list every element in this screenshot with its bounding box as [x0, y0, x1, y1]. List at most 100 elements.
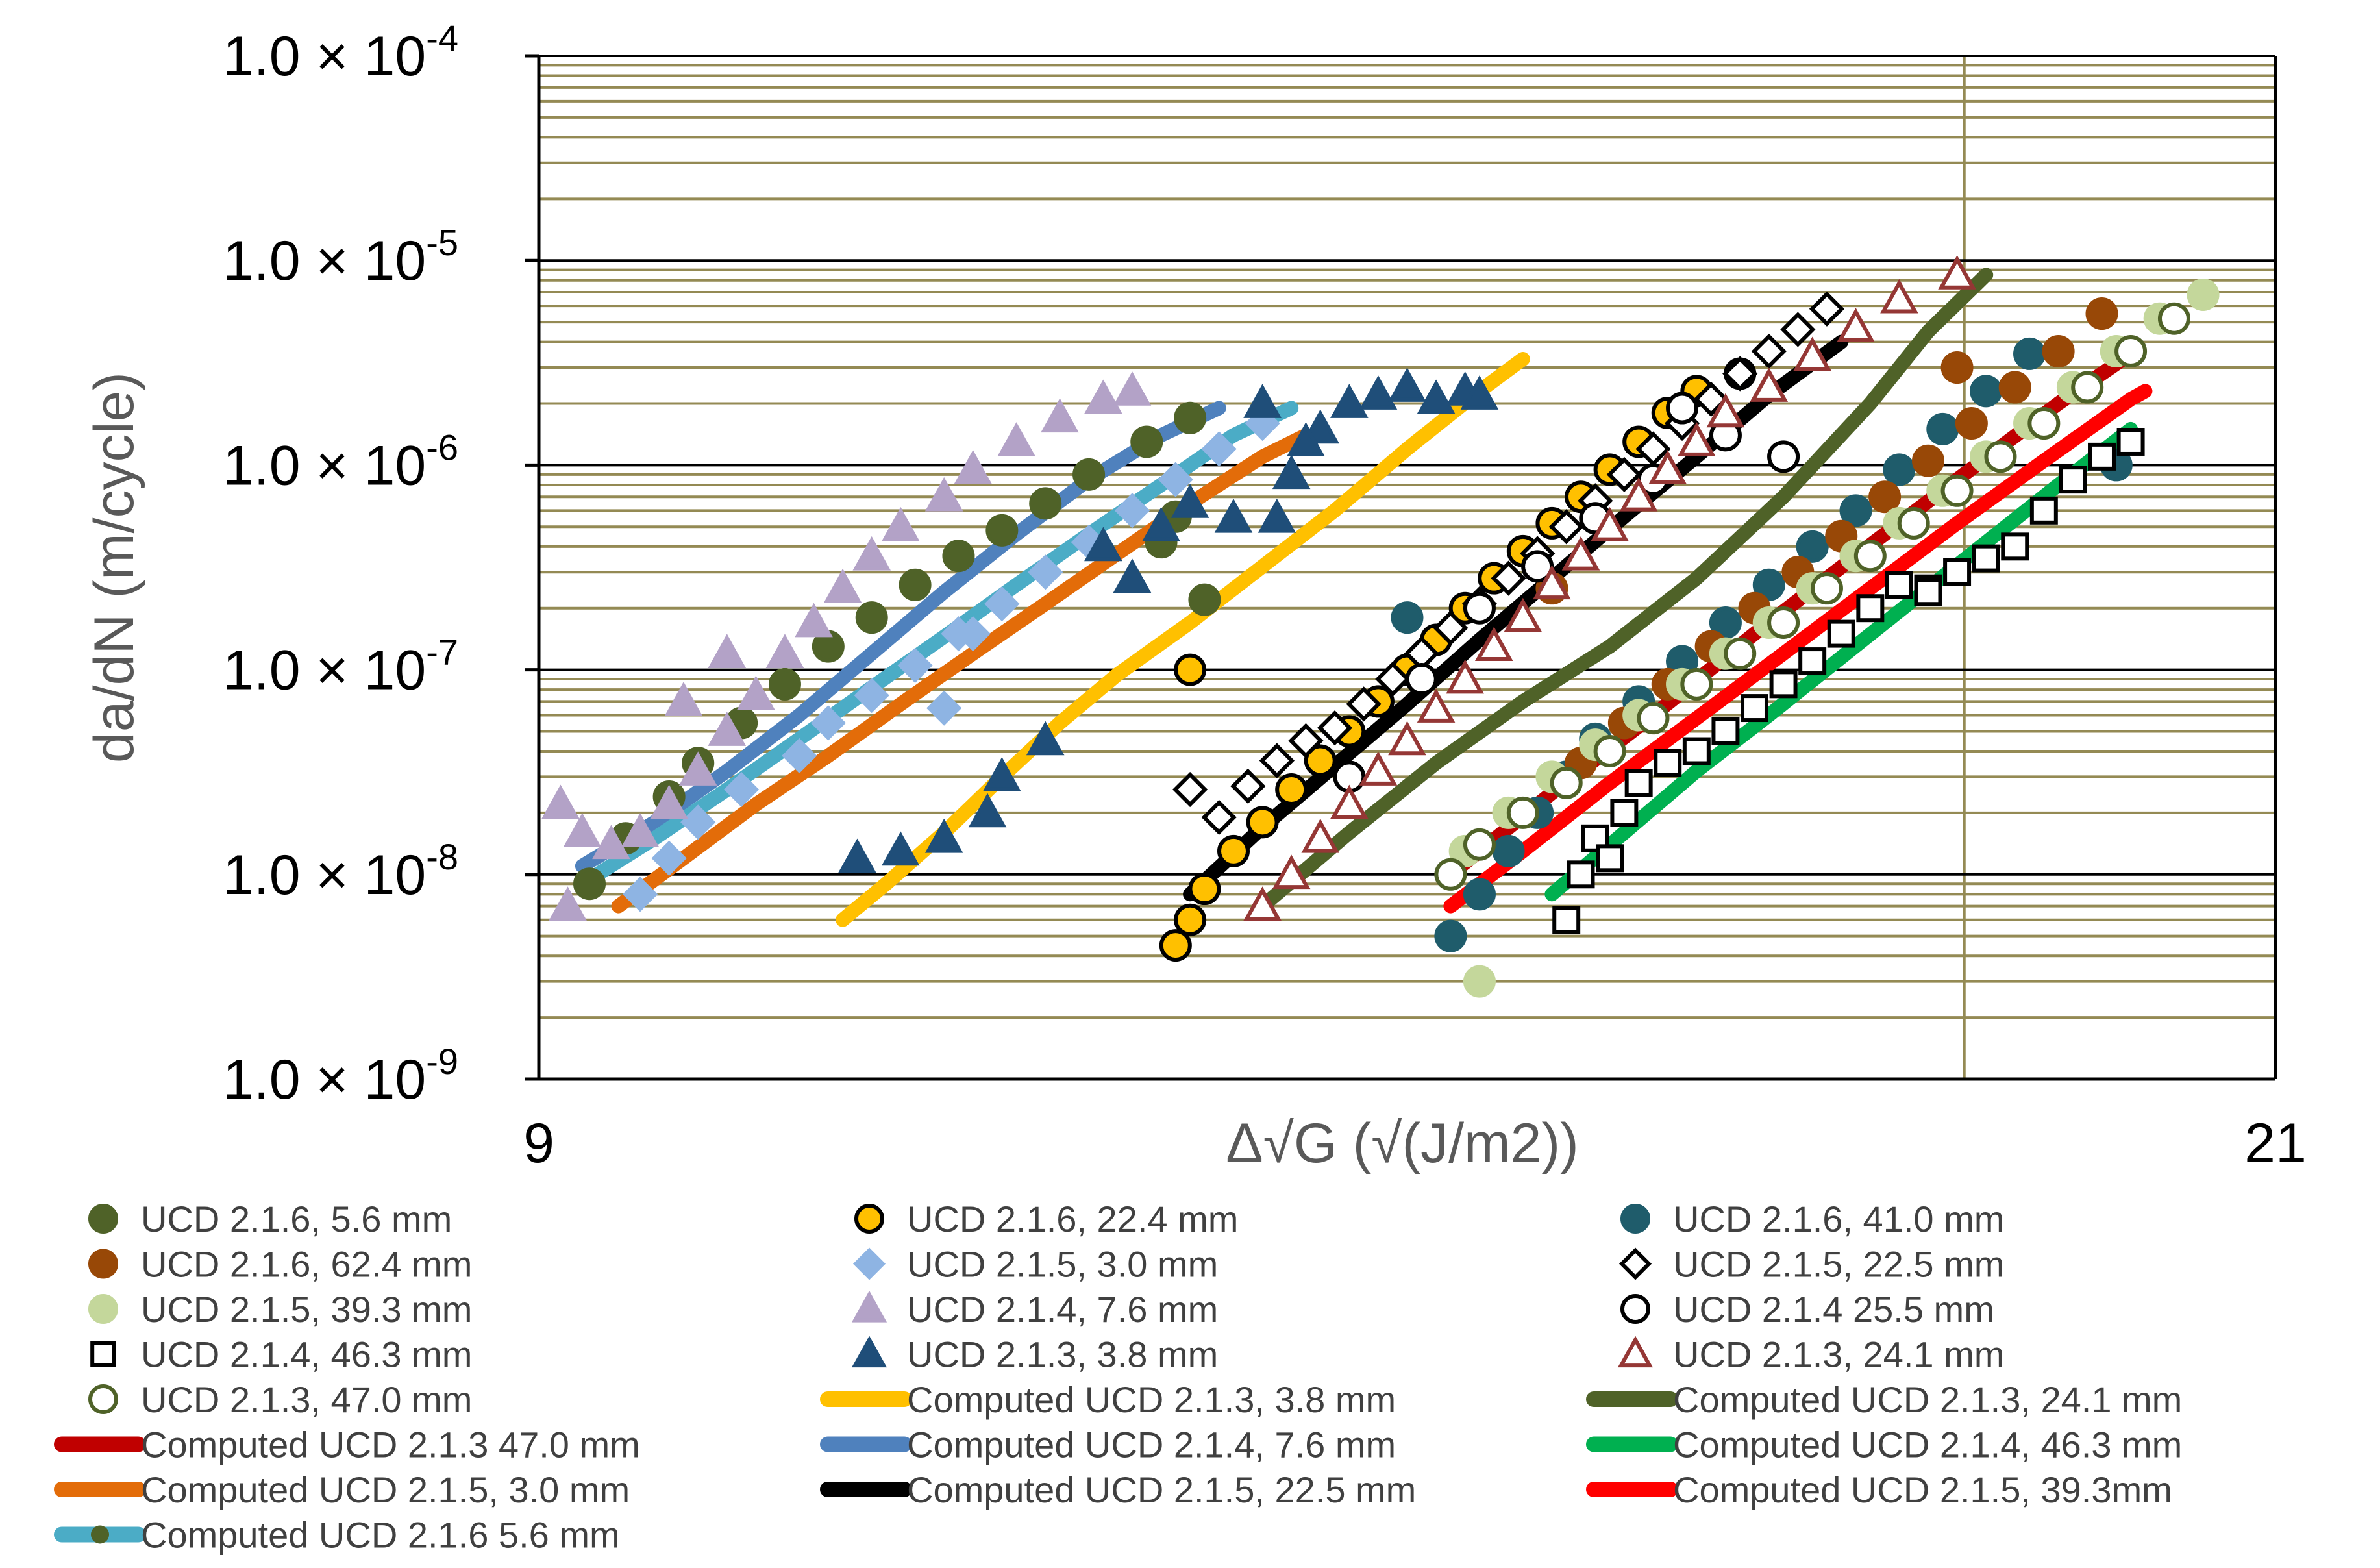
data-point: [1174, 903, 1207, 936]
data-point: [1171, 483, 1209, 518]
data-point: [1561, 536, 1600, 571]
y-tick-mantissa: 1.0 × 10: [223, 434, 426, 497]
data-point: [1856, 594, 1885, 623]
data-point: [1433, 610, 1469, 646]
data-point: [678, 751, 717, 786]
data-point: [984, 586, 1020, 622]
data-point: [1984, 440, 2017, 473]
data-point: [1258, 498, 1296, 533]
y-tick-label: 1.0 × 10-7: [223, 632, 458, 702]
data-point: [924, 818, 963, 853]
legend-label: UCD 2.1.4, 46.3 mm: [141, 1334, 472, 1375]
data-point: [1028, 554, 1063, 590]
data-point: [1912, 444, 1944, 477]
data-point: [1491, 560, 1526, 596]
y-tick-mantissa: 1.0 × 10: [223, 640, 426, 702]
data-markers: [541, 255, 2220, 998]
legend-marker-swatch: [854, 1204, 884, 1234]
data-point: [823, 568, 862, 603]
legend-label: UCD 2.1.3, 24.1 mm: [1673, 1334, 2004, 1375]
legend-marker-swatch: [88, 1384, 118, 1414]
data-point: [1606, 456, 1642, 492]
data-point: [1217, 834, 1250, 867]
data-point: [1940, 474, 1974, 507]
data-point: [1434, 858, 1467, 891]
data-point: [2001, 532, 2029, 561]
data-point: [2013, 337, 2046, 370]
data-point: [1752, 568, 1785, 601]
data-point: [1741, 694, 1768, 723]
data-point: [1388, 721, 1426, 756]
legend-label: UCD 2.1.5, 22.5 mm: [1673, 1244, 2004, 1285]
legend-label: Computed UCD 2.1.5, 3.0 mm: [141, 1469, 630, 1510]
data-point: [1596, 844, 1624, 873]
data-point: [1624, 769, 1653, 797]
data-point: [955, 616, 991, 652]
data-point: [1275, 773, 1308, 806]
data-point: [1405, 663, 1438, 696]
data-point: [768, 667, 801, 701]
data-point: [1359, 375, 1398, 410]
data-point: [650, 784, 688, 819]
data-point: [1550, 766, 1583, 799]
data-point: [1972, 544, 2000, 573]
data-point: [1796, 530, 1829, 563]
data-point: [1463, 965, 1496, 998]
legend-marker-swatch: [852, 1247, 886, 1280]
legend-marker-swatch: [1617, 1336, 1654, 1368]
data-point: [855, 601, 888, 634]
data-point: [1926, 412, 1959, 445]
computed-line: [1255, 268, 1994, 914]
y-tick-exponent: -7: [426, 632, 458, 673]
legend-label: Computed UCD 2.1.4, 46.3 mm: [1673, 1425, 2182, 1465]
data-point: [1375, 661, 1411, 697]
data-point: [680, 804, 716, 840]
legend-label: Computed UCD 2.1.3 47.0 mm: [141, 1425, 640, 1465]
data-point: [1417, 379, 1456, 414]
x-tick-label: 21: [2244, 1112, 2307, 1175]
data-point: [1750, 367, 1789, 402]
data-point: [2027, 407, 2061, 440]
data-point: [1130, 425, 1163, 458]
legend-marker-swatch: [88, 1204, 118, 1234]
data-point: [1793, 336, 1831, 371]
data-point: [1463, 878, 1496, 911]
data-point: [1159, 929, 1192, 962]
data-point: [997, 422, 1035, 456]
data-point: [622, 877, 658, 912]
data-point: [1174, 653, 1207, 686]
data-point: [1474, 627, 1513, 662]
data-point: [723, 771, 760, 808]
data-point: [1591, 506, 1629, 541]
data-point: [2042, 335, 2075, 368]
data-point: [2187, 278, 2220, 311]
data-point: [563, 813, 602, 847]
data-point: [1914, 578, 1942, 606]
plot-area-border: [539, 55, 2277, 1079]
legend-marker-swatch: [90, 1341, 116, 1367]
data-point: [854, 677, 889, 714]
data-point: [1940, 351, 1974, 384]
data-point: [1610, 799, 1639, 827]
legend-label: Computed UCD 2.1.5, 22.5 mm: [907, 1469, 1416, 1510]
data-point: [1026, 721, 1065, 756]
data-point: [1142, 506, 1180, 541]
data-point: [924, 477, 963, 512]
data-point: [1084, 379, 1122, 414]
data-point: [1304, 744, 1337, 777]
data-point: [1113, 371, 1152, 406]
y-tick-exponent: -6: [426, 427, 458, 467]
y-tick-mantissa: 1.0 × 10: [223, 230, 426, 292]
data-point: [1272, 854, 1311, 890]
data-point: [1272, 454, 1311, 490]
data-point: [1680, 667, 1713, 701]
data-point: [1214, 498, 1253, 533]
computed-line: [611, 428, 1313, 914]
legend-label: UCD 2.1.5, 3.0 mm: [907, 1244, 1218, 1285]
data-point: [1883, 453, 1916, 486]
data-point: [1880, 279, 1918, 314]
data-point: [1938, 255, 1976, 290]
legend-label: Computed UCD 2.1.4, 7.6 mm: [907, 1425, 1396, 1465]
x-tick-labels: 9 21: [523, 1112, 2307, 1175]
data-point: [651, 840, 687, 876]
